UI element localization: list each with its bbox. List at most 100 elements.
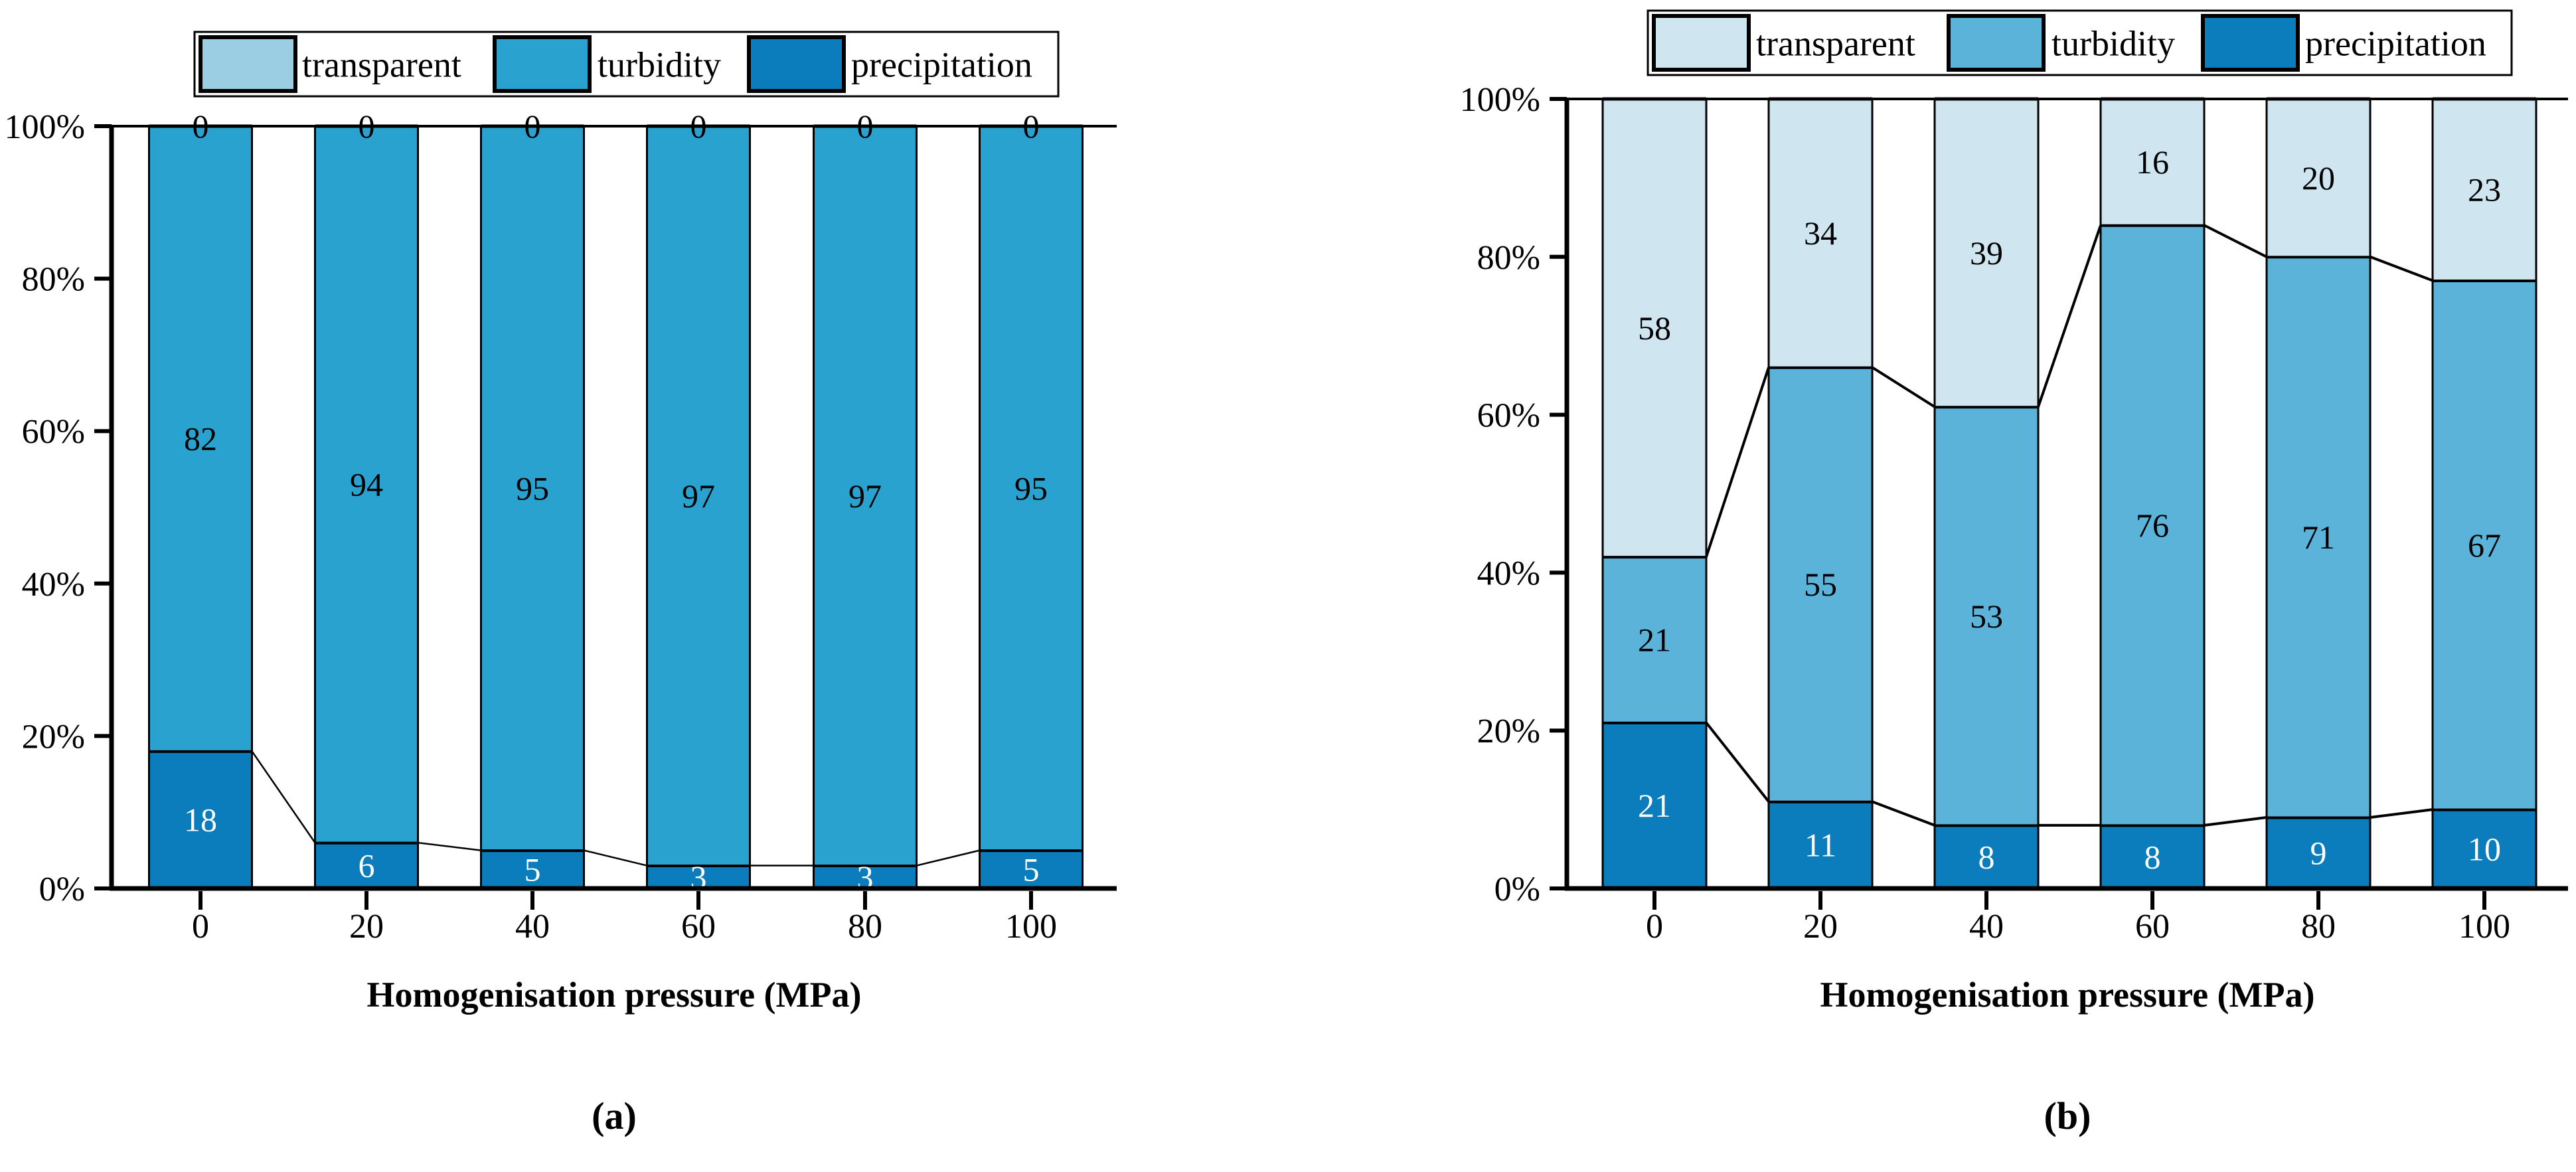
connector-precipitation-0	[1705, 722, 1770, 803]
bar-segment-turbidity-0	[148, 125, 253, 752]
bar-segment-turbidity-20	[314, 125, 419, 844]
x-tick-label-20: 20	[1803, 908, 1838, 946]
legend-label-transparent: transparent	[302, 45, 461, 85]
x-tick-label-0: 0	[192, 908, 209, 946]
y-tick-label-100%: 100%	[1460, 81, 1540, 119]
legend-swatch-precipitation	[747, 35, 846, 93]
y-tick-label-40%: 40%	[22, 566, 85, 604]
value-label-precipitation-100: 5	[1023, 851, 1040, 888]
legend-label-turbidity: turbidity	[2052, 24, 2175, 64]
y-tick-label-80%: 80%	[1477, 239, 1540, 277]
legend-swatch-turbidity	[1947, 14, 2046, 72]
connector-precipitation-0	[251, 750, 316, 843]
x-tick-label-40: 40	[515, 908, 550, 946]
legend-swatch-precipitation	[2201, 14, 2300, 72]
y-tick-label-0%: 0%	[39, 871, 85, 908]
connector-turbidity-0	[1705, 367, 1770, 558]
legend-box	[193, 31, 1060, 98]
bar-segment-transparent-80	[2265, 98, 2372, 258]
x-tick-label-60: 60	[681, 908, 716, 946]
value-label-transparent-40: 39	[1970, 234, 2003, 272]
bar-segment-turbidity-40	[480, 125, 585, 852]
legend-label-transparent: transparent	[1756, 24, 1915, 64]
y-tick-label-60%: 60%	[1477, 397, 1540, 435]
legend-label-turbidity: turbidity	[598, 45, 721, 85]
legend-swatch-transparent	[1652, 14, 1751, 72]
value-label-turbidity-20: 94	[350, 466, 383, 503]
value-label-turbidity-80: 71	[2302, 519, 2335, 556]
x-tick-label-0: 0	[1646, 908, 1663, 946]
bar-segment-turbidity-100	[2431, 279, 2537, 811]
bar-segment-turbidity-80	[813, 125, 918, 867]
value-label-turbidity-80: 97	[848, 477, 882, 515]
value-label-transparent-100: 23	[2468, 171, 2501, 209]
x-tick-label-20: 20	[349, 908, 384, 946]
bar-segment-precipitation-40	[1933, 824, 2040, 890]
bar-segment-precipitation-40	[480, 849, 585, 890]
value-label-transparent-60: 16	[2136, 143, 2169, 181]
y-tick-label-40%: 40%	[1477, 554, 1540, 592]
bar-segment-transparent-100	[2431, 98, 2537, 282]
legend-label-precipitation: precipitation	[2305, 24, 2486, 64]
y-tick-label-20%: 20%	[22, 718, 85, 756]
bar-segment-turbidity-80	[2265, 256, 2372, 819]
bar-segment-precipitation-0	[1601, 721, 1708, 890]
connector-turbidity-2	[2037, 224, 2102, 408]
connector-turbidity-1	[1871, 366, 1936, 408]
x-tick-label-100: 100	[1005, 908, 1057, 946]
x-axis-title: Homogenisation pressure (MPa)	[1820, 975, 2315, 1015]
legend-swatch-turbidity	[493, 35, 592, 93]
connector-turbidity-4	[2370, 255, 2433, 282]
value-label-precipitation-60: 8	[2144, 838, 2161, 875]
x-tick-label-80: 80	[848, 908, 882, 946]
bar-segment-transparent-60	[2099, 98, 2206, 226]
bar-segment-turbidity-40	[1933, 406, 2040, 827]
y-tick-label-60%: 60%	[22, 413, 85, 451]
value-label-turbidity-100: 95	[1014, 469, 1048, 507]
bar-segment-precipitation-20	[1767, 800, 1874, 890]
x-tick-label-80: 80	[2301, 908, 2336, 946]
connector-precipitation-3	[2204, 816, 2267, 827]
value-label-turbidity-60: 97	[682, 477, 715, 515]
connector-precipitation-4	[2370, 808, 2433, 819]
y-tick-label-0%: 0%	[1494, 871, 1540, 908]
bar-segment-turbidity-20	[1767, 366, 1874, 803]
value-label-precipitation-20: 11	[1805, 827, 1836, 864]
x-tick-label-40: 40	[1969, 908, 2004, 946]
value-label-turbidity-20: 55	[1804, 566, 1837, 603]
connector-precipitation-2	[584, 849, 647, 867]
y-tick-label-20%: 20%	[1477, 712, 1540, 750]
value-label-precipitation-40: 5	[524, 851, 541, 888]
value-label-precipitation-80: 9	[2310, 834, 2327, 871]
connector-precipitation-1	[418, 841, 481, 851]
panel-label: (b)	[2044, 1094, 2091, 1137]
value-label-turbidity-0: 82	[184, 420, 217, 458]
value-label-transparent-0: 58	[1638, 309, 1671, 347]
legend-label-precipitation: precipitation	[851, 45, 1032, 85]
y-tick-label-80%: 80%	[22, 261, 85, 299]
value-label-turbidity-60: 76	[2136, 507, 2169, 544]
value-label-precipitation-20: 6	[359, 847, 375, 884]
value-label-precipitation-100: 10	[2468, 831, 2501, 868]
value-label-turbidity-40: 95	[516, 469, 549, 507]
y-tick-label-100%: 100%	[5, 108, 85, 146]
value-label-transparent-80: 20	[2302, 159, 2335, 197]
connector-precipitation-4	[916, 849, 980, 867]
bar-segment-precipitation-0	[148, 750, 253, 890]
value-label-precipitation-0: 18	[184, 801, 217, 839]
bar-segment-transparent-40	[1933, 98, 2040, 408]
bar-segment-turbidity-60	[646, 125, 751, 867]
value-label-turbidity-100: 67	[2468, 527, 2501, 564]
connector-precipitation-1	[1872, 800, 1935, 827]
bar-segment-transparent-0	[1601, 98, 1708, 558]
x-tick-label-100: 100	[2458, 908, 2510, 946]
value-label-precipitation-0: 21	[1638, 787, 1671, 824]
legend-swatch-transparent	[199, 35, 297, 93]
connector-turbidity-3	[2204, 224, 2267, 258]
value-label-transparent-20: 34	[1804, 214, 1837, 252]
bar-segment-turbidity-100	[979, 125, 1084, 852]
legend-box	[1647, 9, 2513, 76]
value-label-turbidity-40: 53	[1970, 598, 2003, 635]
